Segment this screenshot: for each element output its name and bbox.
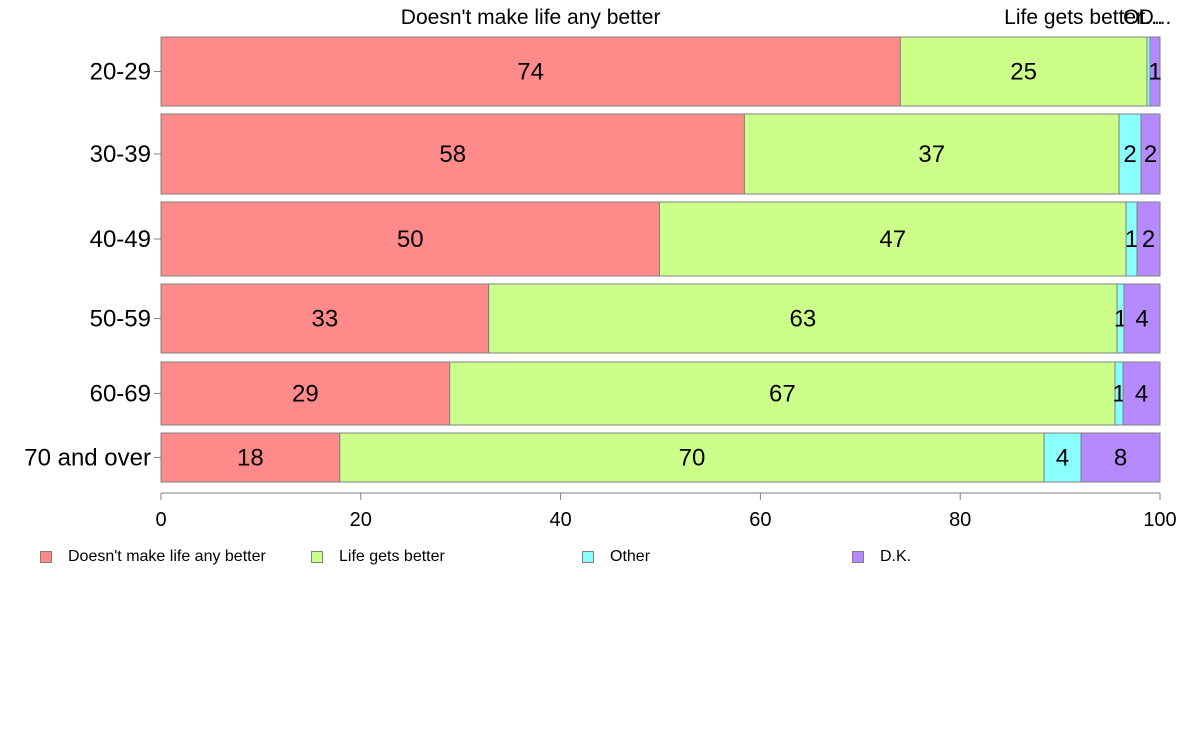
bar-40-49-d-k — [1136, 201, 1161, 277]
data-label-40-49-d-k: 2 — [1142, 226, 1155, 253]
bar-50-59-life-gets-better — [488, 283, 1118, 354]
data-label-70-and-over-d-k: 8 — [1114, 445, 1127, 472]
data-label-20-29-d-k: 1 — [1148, 59, 1161, 86]
bar-70-and-over-d-k — [1080, 432, 1161, 483]
y-tick-label-60-69: 60-69 — [90, 381, 151, 408]
top-label-1: Life gets better — [1004, 6, 1143, 29]
data-label-60-69-life-gets-better: 67 — [769, 381, 796, 408]
data-label-70-and-over-life-gets-better: 70 — [679, 445, 706, 472]
legend-label: D.K. — [880, 548, 912, 565]
bar-50-59-d-k — [1123, 283, 1161, 354]
legend-item-other: Other — [582, 548, 650, 566]
data-label-50-59-doesn-t-make-life-any-better: 33 — [311, 306, 338, 333]
legend-swatch — [582, 551, 594, 563]
bar-60-69-doesn-t-make-life-any-better — [160, 361, 451, 426]
y-tick-label-70-and-over: 70 and over — [24, 445, 151, 472]
x-tick-label-100: 100 — [1143, 509, 1176, 531]
data-label-60-69-d-k: 4 — [1135, 381, 1148, 408]
bar-70-and-over-other — [1043, 432, 1082, 483]
legend-swatch — [40, 551, 52, 563]
bar-30-39-d-k — [1140, 113, 1161, 195]
legend-item-dk: D.K. — [852, 548, 911, 566]
data-label-70-and-over-other: 4 — [1056, 445, 1069, 472]
bar-20-29-d-k — [1149, 36, 1161, 107]
bar-20-29-doesn-t-make-life-any-better — [160, 36, 901, 107]
y-tick-label-20-29: 20-29 — [90, 59, 151, 86]
legend-swatch — [852, 551, 864, 563]
top-label-3: D... — [1139, 6, 1172, 29]
data-label-30-39-doesn-t-make-life-any-better: 58 — [439, 141, 466, 168]
data-label-30-39-d-k: 2 — [1144, 141, 1157, 168]
y-tick-label-40-49: 40-49 — [90, 226, 151, 253]
data-label-70-and-over-doesn-t-make-life-any-better: 18 — [237, 445, 264, 472]
data-label-60-69-other: 1 — [1112, 381, 1125, 408]
legend-item-life-gets-better: Life gets better — [311, 548, 445, 566]
x-tick-label-60: 60 — [749, 509, 771, 531]
legend-label: Doesn't make life any better — [68, 548, 266, 565]
legend-label: Life gets better — [339, 548, 445, 565]
legend-label: Other — [610, 548, 651, 565]
data-label-60-69-doesn-t-make-life-any-better: 29 — [292, 381, 319, 408]
data-label-50-59-d-k: 4 — [1135, 306, 1148, 333]
bar-30-39-doesn-t-make-life-any-better — [160, 113, 745, 195]
x-tick-label-0: 0 — [155, 509, 166, 531]
data-label-30-39-life-gets-better: 37 — [918, 141, 945, 168]
bar-30-39-life-gets-better — [743, 113, 1120, 195]
top-label-2: Ot... — [1123, 6, 1163, 29]
bar-60-69-d-k — [1122, 361, 1161, 426]
x-tick-label-80: 80 — [949, 509, 971, 531]
x-tick-label-40: 40 — [549, 509, 571, 531]
legend-item-doesnt-make-life-better: Doesn't make life any better — [40, 548, 266, 566]
x-tick-label-20: 20 — [350, 509, 372, 531]
bar-50-59-doesn-t-make-life-any-better — [160, 283, 490, 354]
bar-40-49-doesn-t-make-life-any-better — [160, 201, 661, 277]
data-label-40-49-life-gets-better: 47 — [879, 226, 906, 253]
y-tick-label-50-59: 50-59 — [90, 306, 151, 333]
bar-70-and-over-life-gets-better — [339, 432, 1045, 483]
top-label-0: Doesn't make life any better — [401, 6, 661, 29]
data-label-20-29-doesn-t-make-life-any-better: 74 — [517, 59, 544, 86]
legend: Doesn't make life any better Life gets b… — [0, 548, 1188, 568]
data-label-40-49-doesn-t-make-life-any-better: 50 — [397, 226, 424, 253]
bar-40-49-life-gets-better — [659, 201, 1127, 277]
legend-swatch — [311, 551, 323, 563]
data-label-30-39-other: 2 — [1123, 141, 1136, 168]
y-tick-label-30-39: 30-39 — [90, 141, 151, 168]
bar-60-69-life-gets-better — [449, 361, 1116, 426]
data-label-20-29-life-gets-better: 25 — [1010, 59, 1037, 86]
data-label-40-49-other: 1 — [1125, 226, 1138, 253]
data-label-50-59-life-gets-better: 63 — [790, 306, 817, 333]
